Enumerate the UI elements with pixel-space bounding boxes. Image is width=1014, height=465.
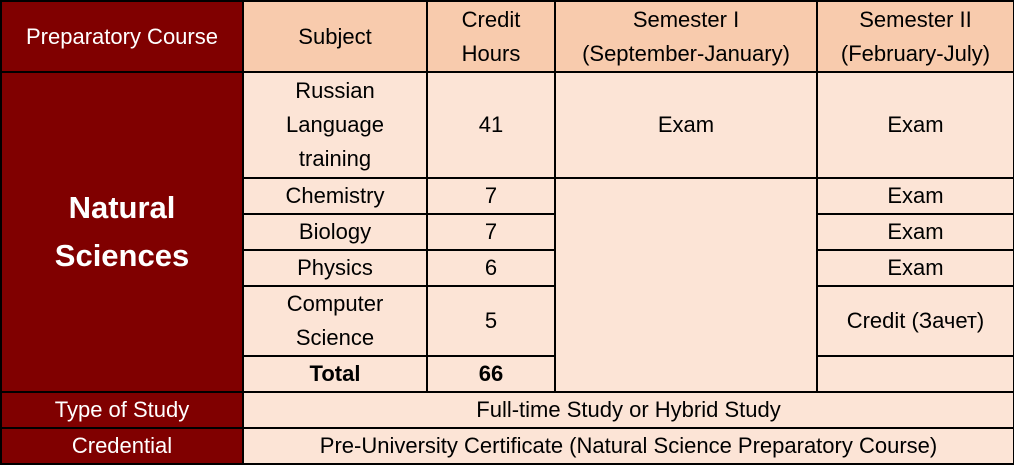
semester-2-cell: Exam (816, 213, 1014, 251)
table-row: Chemistry 7 Exam (1, 177, 1014, 393)
study-type-label: Type of Study (0, 391, 244, 429)
header-semester-2-line1: Semester II (859, 6, 972, 32)
subject-line2: Language (286, 112, 384, 137)
study-type-value: Full-time Study or Hybrid Study (242, 391, 1014, 429)
subject-line2: Science (295, 325, 375, 350)
semester-1-cell: Exam (554, 71, 818, 179)
hours-cell: 7 (426, 177, 556, 215)
total-row: Total 66 (1, 355, 1014, 393)
credential-label: Credential (0, 427, 244, 465)
hours-cell: 7 (426, 213, 556, 251)
course-name-line2: Sciences (54, 238, 190, 273)
semester-1-empty-cell (554, 177, 818, 393)
subject-cell: Computer Science (242, 285, 428, 357)
total-semester-2-empty-cell (816, 355, 1014, 393)
table-row: Biology 7 Exam (1, 213, 1014, 251)
credential-value: Pre-University Certificate (Natural Scie… (242, 427, 1014, 465)
study-type-row: Type of Study Full-time Study or Hybrid … (0, 391, 1014, 429)
subject-line1: Russian (295, 78, 375, 103)
header-credit-hours-line1: Credit (461, 6, 521, 32)
semester-2-cell: Exam (816, 177, 1014, 215)
header-credit-hours: Credit Hours (426, 0, 556, 73)
table-row: Computer Science 5 Credit (Зачет) (1, 285, 1014, 357)
credential-row: Credential Pre-University Certificate (N… (0, 427, 1014, 465)
hours-cell: 41 (426, 71, 556, 179)
header-semester-2-line2: (February-July) (840, 40, 991, 66)
header-subject: Subject (242, 0, 428, 73)
subject-cell: Physics (242, 249, 428, 287)
subject-line3: training (298, 146, 372, 171)
semester-2-cell: Exam (816, 71, 1014, 179)
header-row: Preparatory Course Subject Credit Hours … (0, 0, 1014, 73)
total-hours: 66 (426, 355, 556, 393)
header-semester-1-line1: Semester I (632, 6, 740, 32)
subject-cell: Russian Language training (242, 71, 428, 179)
semester-2-cell: Credit (Зачет) (816, 285, 1014, 357)
header-semester-2: Semester II (February-July) (816, 0, 1014, 73)
course-name-line1: Natural (68, 190, 176, 225)
header-semester-1: Semester I (September-January) (554, 0, 818, 73)
subject-cell: Biology (242, 213, 428, 251)
course-name: Natural Sciences (0, 71, 244, 393)
semester-2-cell: Exam (816, 249, 1014, 287)
subject-line1: Computer (286, 291, 384, 316)
subject-cell: Chemistry (242, 177, 428, 215)
header-credit-hours-line2: Hours (461, 40, 521, 66)
header-semester-1-line2: (September-January) (582, 40, 790, 66)
hours-cell: 6 (426, 249, 556, 287)
total-label: Total (242, 355, 428, 393)
table-row: Natural Sciences Russian Language traini… (0, 71, 1014, 393)
table-row: Physics 6 Exam (1, 249, 1014, 287)
header-preparatory-course: Preparatory Course (0, 0, 244, 73)
hours-cell: 5 (426, 285, 556, 357)
